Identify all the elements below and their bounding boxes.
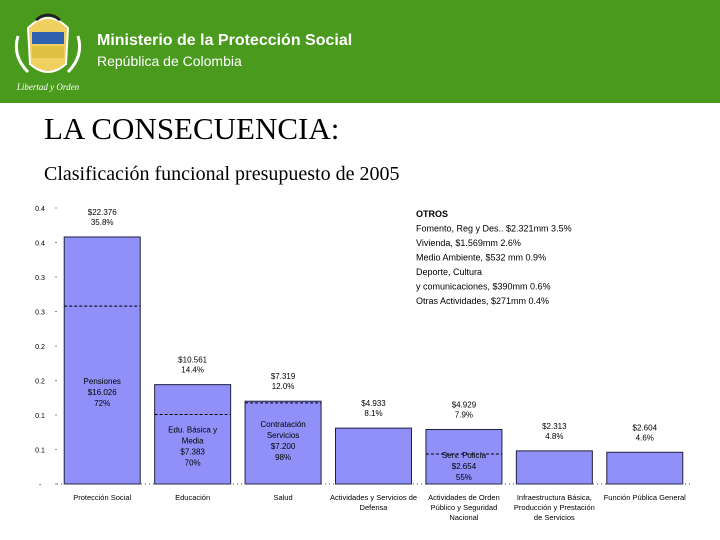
y-tick-label: 0.2 bbox=[35, 344, 45, 351]
note-line: Deporte, Cultura bbox=[416, 267, 482, 277]
segment-label: Servicios bbox=[267, 431, 299, 440]
segment-share: 55% bbox=[456, 473, 472, 482]
value-label: $10.561 14.4% bbox=[178, 356, 207, 375]
x-tick-label: Actividades de Orden Público y Seguridad… bbox=[428, 493, 500, 522]
segment-label: $2.654 bbox=[452, 462, 477, 471]
x-tick-label: Salud bbox=[273, 493, 293, 502]
bar bbox=[606, 451, 684, 485]
note-line: Vivienda, $1.569mm 2.6% bbox=[416, 238, 521, 248]
segment-share: 70% bbox=[185, 459, 201, 468]
value-label: $22.376 35.8% bbox=[88, 208, 117, 227]
value-label: $2.313 4.8% bbox=[542, 422, 567, 441]
x-tick-label: Infraestructura Básica, Producción y Pre… bbox=[513, 493, 595, 522]
value-label: $4.929 7.9% bbox=[452, 400, 477, 419]
segment-label: Edu. Básica y bbox=[168, 426, 217, 435]
bar bbox=[244, 400, 322, 485]
segment-share: 72% bbox=[94, 399, 110, 408]
ministry-name: Ministerio de la Protección Social bbox=[97, 32, 353, 49]
slide-subtitle: Clasificación funcional presupuesto de 2… bbox=[44, 163, 400, 185]
y-tick-label: 0.1 bbox=[35, 413, 45, 420]
value-label: $4.933 8.1% bbox=[361, 399, 386, 418]
svg-text:Libertad y Orden: Libertad y Orden bbox=[16, 82, 80, 92]
bar bbox=[335, 427, 412, 485]
x-tick-label: Educación bbox=[175, 493, 211, 502]
value-label: $7.319 12.0% bbox=[271, 372, 296, 391]
x-tick-label: Función Pública General bbox=[603, 493, 686, 502]
y-tick-label: 0.1 bbox=[35, 448, 45, 455]
note-heading: OTROS bbox=[416, 209, 448, 219]
segment-label: Pensiones bbox=[84, 377, 121, 386]
note-line: y comunicaciones, $390mm 0.6% bbox=[416, 282, 551, 292]
slide-title: LA CONSECUENCIA: bbox=[44, 111, 340, 146]
bar bbox=[63, 236, 141, 485]
segment-share: 98% bbox=[275, 453, 291, 462]
segment-label: Media bbox=[182, 437, 204, 446]
note-line: Medio Ambiente, $532 mm 0.9% bbox=[416, 253, 546, 263]
x-tick-label: Actividades y Servicios de Defensa bbox=[329, 493, 418, 512]
bar bbox=[154, 384, 232, 485]
segment-label: $7.383 bbox=[180, 448, 205, 457]
note-line: Fomento, Reg y Des.. $2.321mm 3.5% bbox=[416, 224, 572, 234]
y-tick-label: 0.3 bbox=[35, 275, 45, 282]
bar bbox=[425, 428, 503, 485]
segment-label: $7.200 bbox=[271, 442, 296, 451]
segment-label: Contratación bbox=[260, 420, 305, 429]
y-tick-label: - bbox=[39, 482, 42, 489]
bar bbox=[515, 450, 593, 485]
value-label: $2.604 4.6% bbox=[633, 423, 658, 442]
country-name: República de Colombia bbox=[97, 53, 242, 69]
x-tick-label: Protección Social bbox=[73, 493, 132, 502]
y-tick-label: 0.4 bbox=[35, 241, 45, 248]
y-tick-label: 0.3 bbox=[35, 310, 45, 317]
y-tick-label: 0.4 bbox=[35, 206, 45, 213]
logo: Libertad y Orden bbox=[14, 13, 82, 92]
segment-label: Serv. Policía bbox=[442, 451, 487, 460]
y-tick-label: 0.2 bbox=[35, 379, 45, 386]
header-band: Libertad y Orden Ministerio de la Protec… bbox=[0, 0, 720, 103]
note-line: Otras Actividades, $271mm 0.4% bbox=[416, 296, 549, 306]
segment-label: $16.026 bbox=[88, 388, 117, 397]
